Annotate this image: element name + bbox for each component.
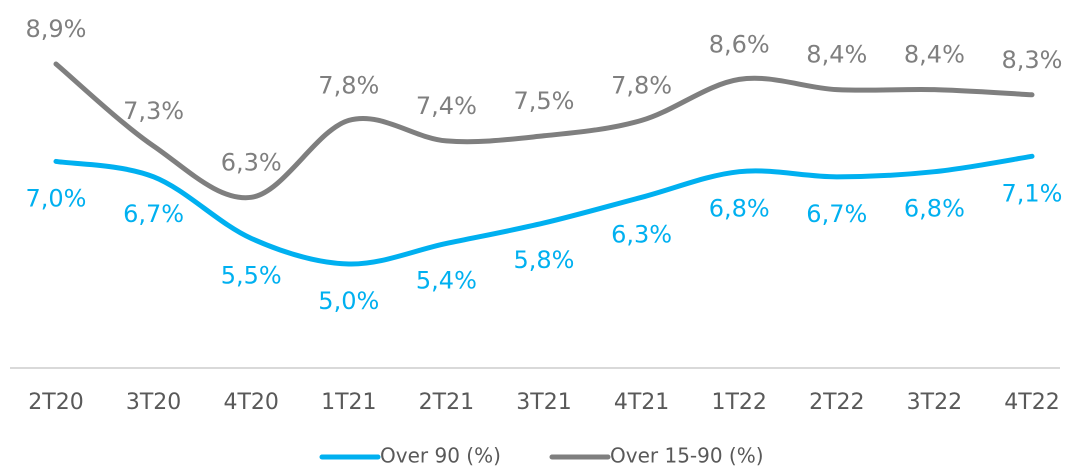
legend-label: Over 15-90 (%) — [610, 444, 764, 468]
data-label: 7,0% — [26, 184, 87, 212]
data-label: 6,3% — [611, 220, 672, 248]
data-label: 5,0% — [318, 287, 379, 315]
data-label: 7,4% — [416, 92, 477, 120]
x-tick-label: 2T20 — [28, 390, 83, 415]
x-tick-label: 1T21 — [321, 390, 376, 415]
x-tick-label: 2T22 — [809, 390, 864, 415]
data-label: 7,1% — [1002, 179, 1063, 207]
x-tick-label: 3T22 — [907, 390, 962, 415]
data-label: 5,5% — [221, 261, 282, 289]
data-label: 6,7% — [123, 200, 184, 228]
x-tick-label: 4T20 — [223, 390, 278, 415]
x-tick-label: 4T22 — [1004, 390, 1059, 415]
data-label: 6,8% — [904, 195, 965, 223]
data-label: 5,4% — [416, 266, 477, 294]
x-tick-label: 4T21 — [614, 390, 669, 415]
data-label: 7,8% — [318, 71, 379, 99]
legend-label: Over 90 (%) — [380, 444, 501, 468]
series-line — [53, 61, 1035, 201]
data-label: 8,6% — [709, 30, 770, 58]
x-tick-label: 2T21 — [419, 390, 474, 415]
series-line — [53, 153, 1035, 267]
data-label: 5,8% — [514, 246, 575, 274]
data-label: 7,3% — [123, 97, 184, 125]
data-label: 7,5% — [514, 87, 575, 115]
data-label: 6,8% — [709, 195, 770, 223]
data-label: 8,9% — [26, 15, 87, 43]
data-label: 7,8% — [611, 71, 672, 99]
data-label: 8,3% — [1002, 46, 1063, 74]
x-tick-label: 3T21 — [516, 390, 571, 415]
data-label: 6,3% — [221, 148, 282, 176]
data-label: 8,4% — [806, 41, 867, 69]
x-tick-label: 1T22 — [711, 390, 766, 415]
data-label: 8,4% — [904, 41, 965, 69]
x-tick-label: 3T20 — [126, 390, 181, 415]
data-label: 6,7% — [806, 200, 867, 228]
